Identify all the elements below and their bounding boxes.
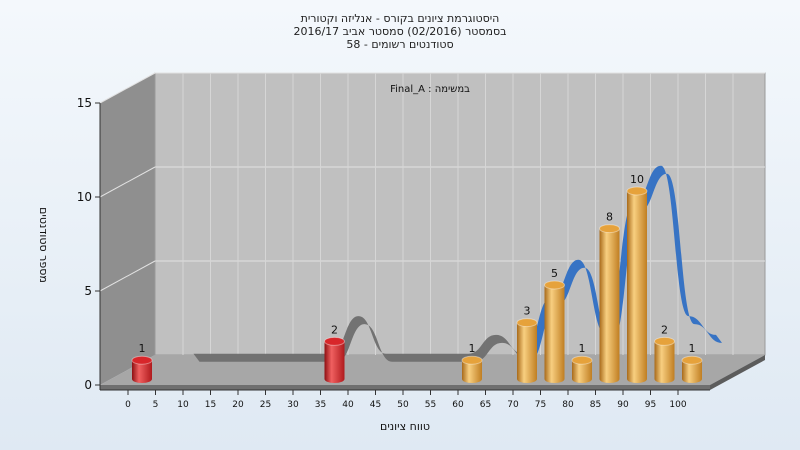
bar-95: 2: [654, 323, 675, 383]
x-tick-label: 100: [669, 400, 686, 410]
bar-data-label: 8: [606, 211, 613, 224]
bar-body: [544, 285, 565, 383]
bar-top: [324, 336, 345, 346]
bar-70: 3: [516, 305, 538, 383]
bar-data-label: 5: [551, 267, 558, 280]
bar-100: 1: [681, 342, 703, 383]
gridline-side: [99, 260, 156, 292]
bar-35: 2: [324, 323, 345, 383]
bar-data-label: 2: [661, 323, 668, 336]
x-tick-label: 30: [287, 400, 299, 410]
bar-75: 5: [544, 267, 565, 383]
x-tick-label: 35: [315, 400, 326, 410]
chart-title-line-1: היסטוגרמת ציונים בקורס - אנליזה וקטורית: [300, 12, 500, 25]
y-axis-title: מספר סטודנטים: [37, 207, 50, 283]
floor: [100, 355, 765, 385]
bar-top: [654, 336, 675, 346]
bar-body: [654, 341, 675, 383]
x-tick-label: 25: [260, 400, 271, 410]
bar-data-label: 1: [469, 342, 476, 355]
x-tick-label: 50: [397, 400, 409, 410]
bar-80: 1: [571, 342, 593, 383]
bar-body: [324, 341, 345, 383]
x-tick-label: 55: [425, 400, 436, 410]
bar-top: [461, 355, 483, 365]
y-ticks: 0 5 10 15: [77, 96, 100, 392]
bar-top: [516, 318, 538, 328]
bar-top: [599, 224, 620, 234]
gridline-side: [99, 166, 156, 198]
bar-body: [462, 360, 482, 383]
x-tick-label: 10: [177, 400, 189, 410]
bar-body: [132, 360, 152, 383]
x-tick-label: 90: [617, 400, 629, 410]
bar-90: 10: [626, 173, 648, 383]
bar-top: [626, 186, 648, 196]
bar-top: [571, 355, 593, 365]
x-tick-label: 40: [342, 400, 354, 410]
bar-0: 1: [131, 342, 153, 383]
chart-title-line-3: סטודנטים רשומים - 58: [346, 38, 454, 51]
x-tick-label: 95: [645, 400, 656, 410]
x-tick-label: 80: [562, 400, 574, 410]
gridline-side: [99, 72, 156, 104]
x-tick-label: 65: [480, 400, 491, 410]
y-tick-label: 0: [84, 378, 92, 392]
x-ticks: 0 5 10 15 20 25 30 35 40 45 50 55 60 65 70 75 80 85 90 95 10…: [125, 390, 687, 410]
trend-ribbon-pass: [523, 165, 722, 362]
bar-body: [599, 228, 620, 383]
bar-data-label: 1: [689, 342, 696, 355]
bar-body: [627, 191, 647, 383]
x-tick-label: 70: [507, 400, 519, 410]
bar-data-label: 1: [579, 342, 586, 355]
bar-data-label: 2: [331, 323, 338, 336]
x-tick-label: 15: [205, 400, 216, 410]
trend-ribbons: [193, 165, 722, 362]
x-tick-label: 20: [232, 400, 244, 410]
bar-data-label: 10: [630, 173, 644, 186]
task-label: Final_A : במשימה: [390, 84, 470, 95]
x-tick-label: 0: [125, 400, 131, 410]
bar-body: [572, 360, 592, 383]
front-floor-edge: [100, 385, 710, 390]
bar-body: [682, 360, 702, 383]
bar-60: 1: [461, 342, 483, 383]
bar-body: [517, 322, 537, 383]
y-tick-label: 10: [77, 190, 92, 204]
x-axis-title: טווח ציונים: [380, 420, 430, 433]
bar-top: [681, 355, 703, 365]
x-tick-label: 45: [370, 400, 381, 410]
right-floor-edge: [710, 355, 765, 390]
bar-85: 8: [599, 211, 620, 383]
chart-title-line-2: בסמסטר (02/2016) סמסטר אביב 2016/17: [293, 25, 507, 38]
bar-data-label: 3: [524, 305, 531, 318]
bar-data-label: 1: [139, 342, 146, 355]
trend-ribbon-fail: [193, 316, 530, 362]
y-tick-label: 5: [84, 284, 92, 298]
y-tick-label: 15: [77, 96, 92, 110]
bar-top: [544, 280, 565, 290]
left-wall: [100, 73, 155, 385]
x-tick-label: 5: [153, 400, 159, 410]
bar-top: [131, 355, 153, 365]
x-tick-label: 60: [452, 400, 464, 410]
x-tick-label: 85: [590, 400, 601, 410]
x-tick-label: 75: [535, 400, 546, 410]
